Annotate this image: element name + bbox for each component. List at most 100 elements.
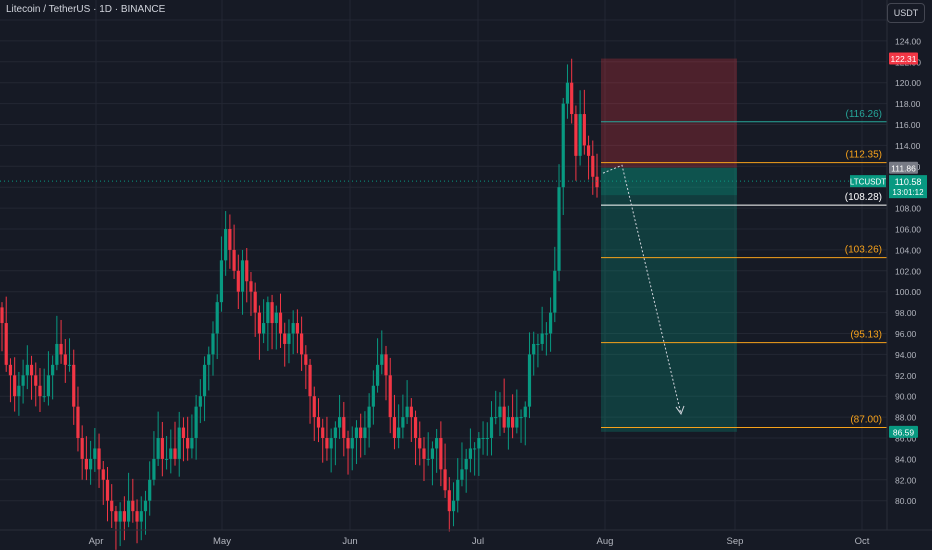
candle-body <box>570 82 574 115</box>
candle <box>430 441 435 486</box>
candle-body <box>308 364 312 397</box>
candle-body <box>515 417 519 428</box>
x-tick-label: May <box>213 536 231 547</box>
y-tick-label: 108.00 <box>895 204 921 214</box>
candle-body <box>114 511 118 522</box>
candle <box>194 394 198 460</box>
candle-body <box>173 448 177 459</box>
candle-body <box>274 312 278 324</box>
candle-body <box>139 511 143 522</box>
candle <box>266 296 270 351</box>
candle <box>422 437 426 482</box>
candle <box>84 436 88 481</box>
y-tick-label: 124.00 <box>895 36 921 46</box>
y-tick-label: 118.00 <box>895 99 921 109</box>
candle <box>401 394 405 439</box>
candle-body <box>13 375 17 397</box>
candle-body <box>582 114 586 146</box>
candle-body <box>557 187 561 271</box>
candle-body <box>304 354 308 365</box>
candle-body <box>346 438 350 449</box>
candle-body <box>135 511 139 522</box>
candle-body <box>485 438 489 439</box>
candle <box>519 409 523 443</box>
candle-body <box>506 417 510 428</box>
currency-button[interactable]: USDT <box>887 3 925 23</box>
candle <box>456 458 460 513</box>
candle-body <box>249 281 253 292</box>
candle-body <box>451 500 456 512</box>
candle <box>34 362 38 407</box>
entry-price-tag-label: 111.86 <box>891 163 916 173</box>
candle-body <box>413 417 418 438</box>
level-label: (108.28) <box>845 192 882 203</box>
candle <box>257 305 262 360</box>
candle <box>380 330 384 375</box>
candle <box>346 430 350 475</box>
candle-body <box>447 490 451 512</box>
candle-body <box>152 458 156 480</box>
candle <box>464 448 468 493</box>
candle <box>300 316 304 371</box>
y-tick-label: 96.00 <box>895 329 917 339</box>
candle-body <box>477 438 481 449</box>
candle <box>540 306 544 351</box>
entry-price-tag: 111.86 <box>889 161 918 174</box>
candle <box>152 431 156 486</box>
candle <box>262 299 266 344</box>
candle-body <box>198 396 202 407</box>
candle-body <box>553 270 557 313</box>
y-tick-label: 106.00 <box>895 225 921 235</box>
candle-body <box>266 302 270 324</box>
candles <box>0 58 599 550</box>
candle <box>321 418 325 463</box>
candle-body <box>76 406 80 438</box>
candle-body <box>177 427 181 459</box>
candle-body <box>63 354 67 365</box>
candle <box>148 461 152 516</box>
candle <box>426 432 430 466</box>
y-tick-label: 88.00 <box>895 413 917 423</box>
candle-body <box>473 448 477 450</box>
candle-body <box>97 448 101 470</box>
candle-body <box>548 312 553 334</box>
candle-body <box>131 500 135 512</box>
candle <box>211 321 215 376</box>
candle <box>13 357 17 412</box>
candle-body <box>67 364 72 366</box>
candle <box>169 429 173 474</box>
candle-body <box>148 479 152 501</box>
candle <box>367 393 371 448</box>
candle-body <box>126 500 131 522</box>
candle <box>21 359 25 404</box>
candle <box>418 421 422 466</box>
y-tick-label: 116.00 <box>895 120 921 130</box>
level-label: (112.35) <box>845 150 882 161</box>
candle-body <box>544 333 548 335</box>
candle <box>76 386 80 452</box>
target-price-tag-box <box>889 425 918 438</box>
x-tick-label: Sep <box>727 536 744 547</box>
candle-body <box>354 427 359 438</box>
candle-body <box>392 417 397 438</box>
candle <box>397 404 401 449</box>
candle <box>498 392 502 437</box>
candle <box>316 398 321 443</box>
y-tick-label: 86.00 <box>895 434 917 444</box>
candle <box>46 351 51 406</box>
candle-body <box>519 417 523 419</box>
candle-body <box>586 145 591 156</box>
candle <box>207 346 211 391</box>
candle <box>409 398 413 442</box>
candle-body <box>325 438 329 449</box>
y-tick-label: 92.00 <box>895 371 917 381</box>
candle-body <box>59 343 63 355</box>
y-tick-label: 90.00 <box>895 392 917 402</box>
candle <box>181 417 186 462</box>
candle-body <box>523 406 527 418</box>
candle-body <box>211 333 215 355</box>
candle <box>477 432 481 476</box>
candle-body <box>219 260 224 303</box>
candle <box>156 411 160 466</box>
